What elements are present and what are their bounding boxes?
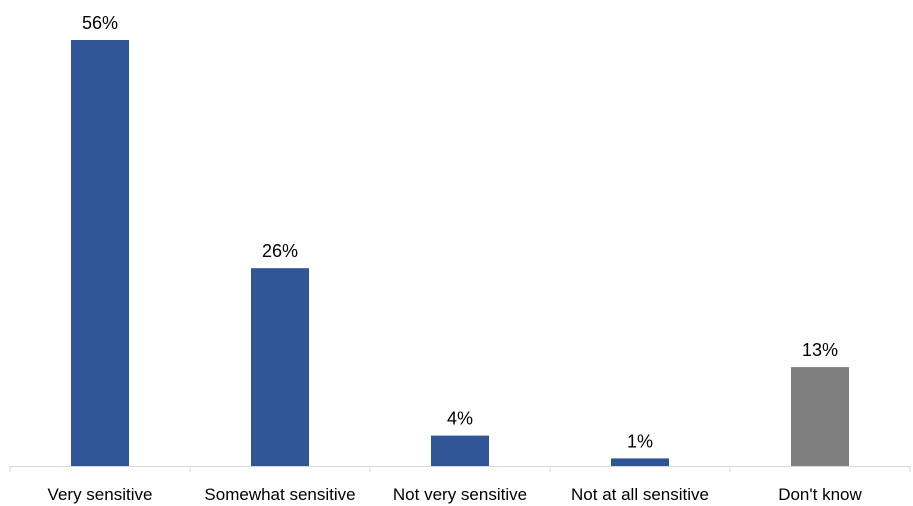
- value-label-very-sensitive: 56%: [82, 13, 118, 33]
- value-labels-group: 56% 26% 4% 1% 13%: [82, 13, 838, 451]
- value-label-not-very-sensitive: 4%: [447, 409, 473, 429]
- category-label-somewhat-sensitive: Somewhat sensitive: [204, 485, 355, 504]
- value-label-somewhat-sensitive: 26%: [262, 241, 298, 261]
- bar-somewhat-sensitive: [251, 268, 309, 466]
- category-labels-group: Very sensitive Somewhat sensitive Not very…: [48, 485, 863, 504]
- value-label-not-at-all-sensitive: 1%: [627, 431, 653, 451]
- bar-not-at-all-sensitive: [611, 458, 669, 466]
- bar-don-t-know: [791, 367, 849, 466]
- bar-very-sensitive: [71, 40, 129, 466]
- value-label-don-t-know: 13%: [802, 340, 838, 360]
- bar-not-very-sensitive: [431, 435, 489, 466]
- x-axis: [9, 466, 911, 472]
- category-label-very-sensitive: Very sensitive: [48, 485, 153, 504]
- category-label-not-at-all-sensitive: Not at all sensitive: [571, 485, 709, 504]
- category-label-not-very-sensitive: Not very sensitive: [393, 485, 527, 504]
- bars-group: [71, 40, 849, 466]
- category-label-don-t-know: Don't know: [778, 485, 862, 504]
